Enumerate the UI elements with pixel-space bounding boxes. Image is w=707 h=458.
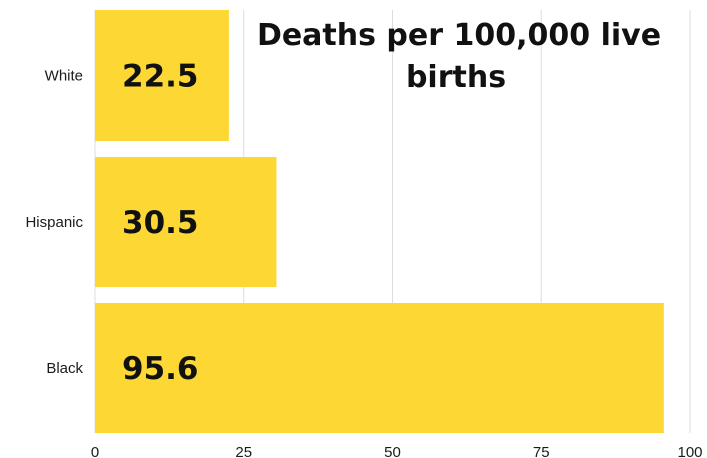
data-label-black: 95.6: [122, 351, 199, 387]
labels: 0 25 50 75 100 White 22.5 Hispanic 30.5 Black 95.6: [25, 59, 702, 458]
x-tick-label-0: 0: [91, 444, 99, 458]
bar-hispanic: [95, 157, 277, 287]
category-label-white: White: [45, 68, 83, 85]
x-tick-label-50: 50: [384, 444, 401, 458]
chart-title-line-1: Deaths per 100,000 live: [257, 18, 661, 53]
x-tick-label-75: 75: [533, 444, 550, 458]
bars: [95, 10, 664, 433]
chart-title-line-2: births: [406, 60, 506, 95]
category-label-hispanic: Hispanic: [25, 214, 83, 231]
bar-black: [95, 303, 664, 433]
x-tick-label-25: 25: [235, 444, 252, 458]
category-label-black: Black: [46, 360, 83, 377]
x-tick-label-100: 100: [677, 444, 702, 458]
data-label-white: 22.5: [122, 59, 199, 95]
data-label-hispanic: 30.5: [122, 205, 199, 241]
bar-white: [95, 10, 229, 141]
